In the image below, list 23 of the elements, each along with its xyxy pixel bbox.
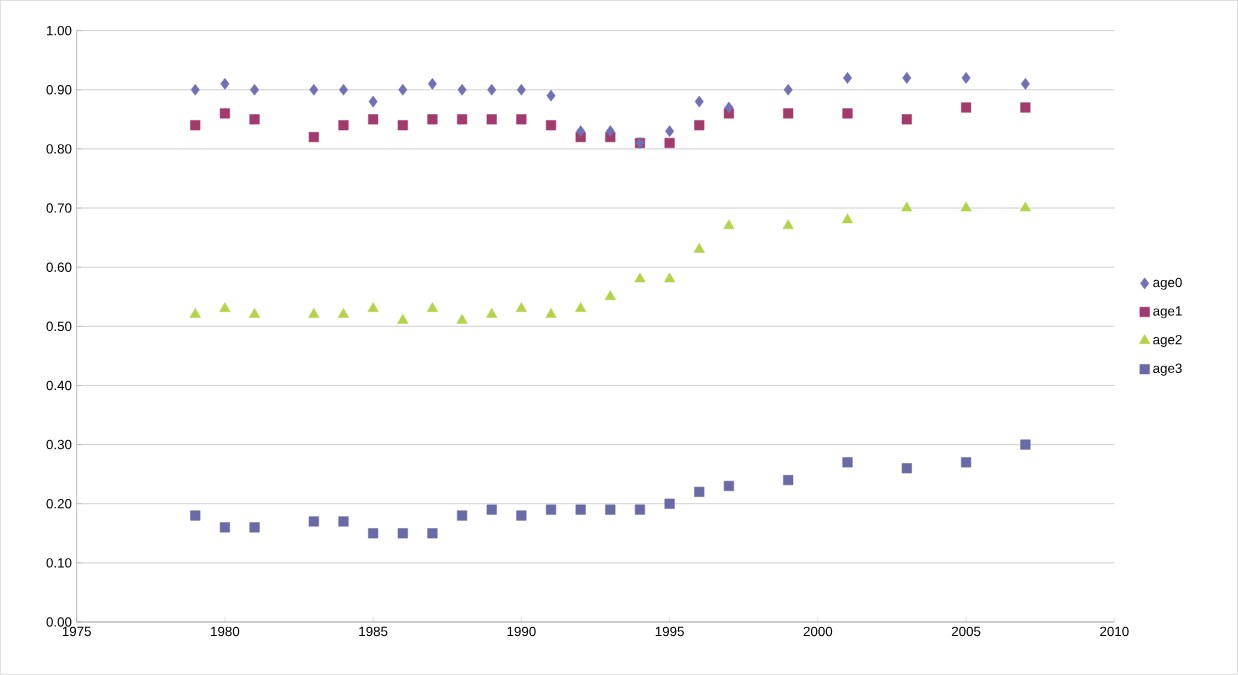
y-tick-label: 0.80 xyxy=(46,144,72,154)
x-tick-label: 1990 xyxy=(507,626,536,637)
y-tick-label: 0.40 xyxy=(46,380,72,391)
x-tick-label: 1980 xyxy=(211,626,240,637)
y-tick-label: 0.50 xyxy=(46,321,72,332)
x-tick-label: 2005 xyxy=(951,626,981,637)
y-tick-label: 0.60 xyxy=(46,262,72,273)
y-tick-label: 0.10 xyxy=(46,558,72,568)
x-tick-label: 2010 xyxy=(1100,626,1129,637)
x-tick-label: 1985 xyxy=(359,626,388,637)
legend-label: age1 xyxy=(1153,306,1182,319)
y-tick-label: 0.00 xyxy=(46,617,72,627)
x-tick-label: 1975 xyxy=(62,626,91,637)
x-tick-label: 1995 xyxy=(655,626,684,637)
legend-label: age2 xyxy=(1153,335,1182,348)
y-tick-label: 0.30 xyxy=(46,440,72,450)
y-tick-label: 0.90 xyxy=(46,85,72,95)
legend-label: age3 xyxy=(1153,363,1182,376)
y-tick-label: 1.00 xyxy=(47,26,72,36)
x-tick-label: 2000 xyxy=(803,626,833,637)
legend-label: age0 xyxy=(1153,277,1182,290)
y-tick-label: 0.70 xyxy=(46,203,72,213)
y-tick-label: 0.20 xyxy=(46,499,72,509)
